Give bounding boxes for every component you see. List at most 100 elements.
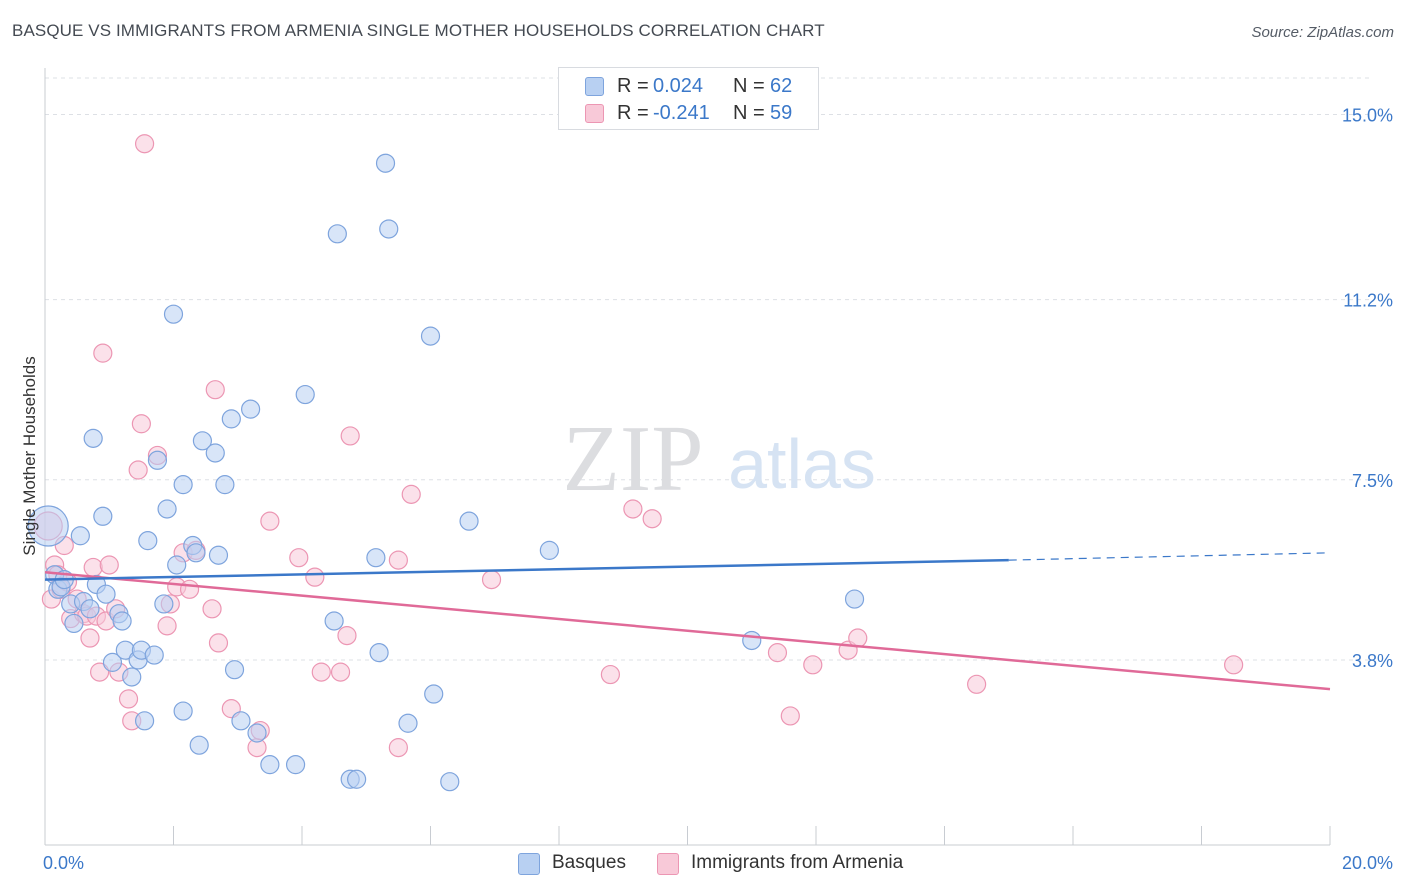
armenia-point	[157, 616, 177, 636]
legend-n-value: 59	[770, 102, 793, 124]
armenia-trend-line	[44, 571, 1331, 691]
y-tick-label: 11.2%	[1343, 291, 1393, 311]
basques-point	[64, 613, 84, 634]
basques-point	[375, 153, 396, 173]
y-tick-label: 3.8%	[1352, 651, 1393, 671]
correlation-legend: R = 0.024 N = 62 R = -0.241 N = 59	[558, 67, 819, 130]
armenia-point	[305, 567, 325, 587]
basques-point	[224, 660, 245, 680]
armenia-point	[205, 380, 225, 400]
armenia-point	[202, 599, 222, 619]
basques-point	[157, 499, 177, 519]
armenia-point	[83, 557, 103, 578]
legend-r-key: R =	[617, 75, 649, 97]
y-axis-label: Single Mother Households	[20, 356, 39, 556]
basques-point	[186, 543, 206, 563]
tick-labels: 3.8% 7.5% 11.2% 15.0% 0.0% 20.0%	[43, 106, 1393, 873]
basques-point	[241, 399, 261, 419]
armenia-point	[767, 643, 788, 663]
basques-point	[260, 755, 280, 775]
basques-point	[147, 450, 168, 470]
basques-point	[154, 594, 174, 614]
armenia-point	[330, 662, 351, 682]
basques-point	[440, 772, 460, 792]
armenia-point	[128, 460, 148, 480]
basques-point	[144, 645, 164, 665]
armenia-point	[90, 662, 110, 682]
basques-point	[27, 505, 69, 547]
basques-point	[247, 723, 267, 743]
basques-point	[93, 506, 113, 526]
legend-r-key: R =	[617, 102, 649, 124]
trend-lines	[44, 552, 1331, 691]
basques-point	[231, 711, 251, 731]
basques-point	[285, 755, 306, 775]
basques-point	[173, 701, 193, 721]
legend-n-value: 62	[770, 75, 793, 97]
armenia-point	[131, 414, 151, 434]
basques-point	[742, 630, 762, 651]
armenia-point	[848, 628, 868, 648]
basques-point	[459, 511, 479, 531]
armenia-point	[967, 674, 987, 694]
basques-point	[539, 540, 559, 560]
basques-point	[366, 548, 386, 568]
basques-point	[208, 545, 229, 565]
basques-point	[215, 475, 235, 495]
basques-point	[189, 735, 209, 755]
basques-trend-extension	[1008, 552, 1331, 561]
armenia-point	[260, 511, 280, 531]
basques-point	[138, 531, 158, 551]
legend-r-value: 0.024	[653, 75, 704, 97]
armenia-point	[118, 689, 139, 709]
basques-point	[173, 475, 193, 495]
basques-point	[83, 428, 103, 448]
armenia-point	[623, 499, 643, 519]
y-tick-label: 7.5%	[1352, 471, 1393, 491]
watermark-atlas: atlas	[728, 425, 876, 503]
armenia-point	[179, 579, 200, 599]
basques-point	[844, 589, 865, 609]
chart-title: BASQUE VS IMMIGRANTS FROM ARMENIA SINGLE…	[12, 21, 825, 40]
basques-point	[398, 713, 418, 733]
basques-point	[424, 684, 444, 704]
armenia-point	[340, 426, 360, 446]
armenia-point	[289, 548, 309, 568]
legend-r-value: -0.241	[653, 102, 710, 124]
basques-point	[112, 611, 132, 631]
basques-point	[324, 611, 344, 631]
basques-point	[420, 326, 441, 346]
armenia-point	[388, 738, 408, 758]
armenia-point	[388, 550, 408, 570]
armenia-point	[134, 134, 155, 154]
x-tick-label: 0.0%	[43, 853, 84, 873]
basques-point	[192, 431, 213, 451]
series-immigrants-from-armenia	[33, 134, 1244, 758]
watermark-zip: ZIP	[563, 407, 704, 511]
basques-point	[80, 599, 100, 619]
basques-trend-line	[44, 558, 1009, 581]
legend-swatch-armenia	[585, 104, 604, 123]
bottom-legend-swatch-armenia	[657, 853, 679, 875]
basques-point	[221, 409, 241, 429]
basques-point	[379, 219, 399, 239]
legend-n-key: N =	[733, 102, 765, 124]
armenia-point	[780, 706, 800, 726]
bottom-legend-label-basques: Basques	[552, 852, 626, 873]
basques-point	[102, 652, 123, 672]
basques-point	[163, 304, 184, 324]
armenia-point	[337, 625, 357, 646]
series-basques	[27, 153, 865, 792]
armenia-point	[208, 633, 229, 653]
basques-point	[347, 769, 367, 789]
basques-point	[134, 711, 155, 731]
legend-n-key: N =	[733, 75, 765, 97]
basques-point	[295, 384, 315, 405]
armenia-point	[311, 662, 331, 682]
armenia-point	[642, 509, 662, 529]
armenia-point	[80, 628, 100, 648]
basques-point	[96, 584, 116, 604]
bottom-legend-label-armenia: Immigrants from Armenia	[691, 852, 904, 873]
armenia-point	[600, 664, 621, 685]
